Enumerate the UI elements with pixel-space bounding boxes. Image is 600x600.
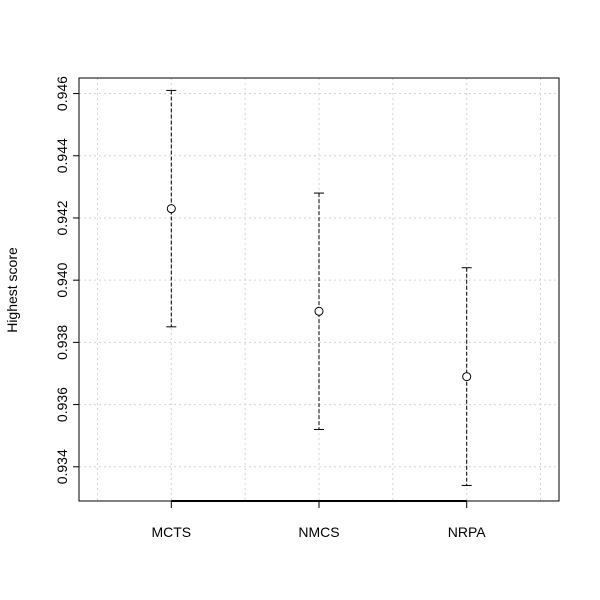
x-axis: MCTS NMCS NRPA: [151, 500, 487, 540]
plot-frame: [78, 77, 560, 502]
y-tick-label: 0.938: [54, 325, 70, 360]
y-tick-label: 0.942: [54, 200, 70, 235]
point-nmcs: [314, 306, 324, 316]
error-bars: [166, 89, 472, 486]
x-tick-label: MCTS: [151, 524, 191, 540]
y-tick-label: 0.944: [54, 138, 70, 173]
y-axis-label: Highest score: [4, 247, 20, 333]
y-tick-label: 0.934: [54, 449, 70, 484]
x-tick-label: NRPA: [448, 524, 487, 540]
y-tick-label: 0.940: [54, 262, 70, 297]
x-tick-label: NMCS: [298, 524, 339, 540]
y-tick-label: 0.946: [54, 76, 70, 111]
y-axis: 0.934 0.936 0.938 0.940 0.942 0.944 0.946: [54, 76, 79, 484]
point-mcts: [166, 204, 176, 214]
y-tick-label: 0.936: [54, 387, 70, 422]
point-nrpa: [462, 372, 472, 382]
